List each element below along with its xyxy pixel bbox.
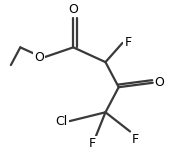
Text: F: F: [124, 36, 132, 49]
Text: O: O: [155, 76, 165, 89]
Text: O: O: [34, 51, 44, 64]
Text: O: O: [68, 3, 78, 16]
Text: F: F: [89, 137, 96, 150]
Text: F: F: [132, 133, 139, 146]
Text: Cl: Cl: [55, 115, 68, 128]
